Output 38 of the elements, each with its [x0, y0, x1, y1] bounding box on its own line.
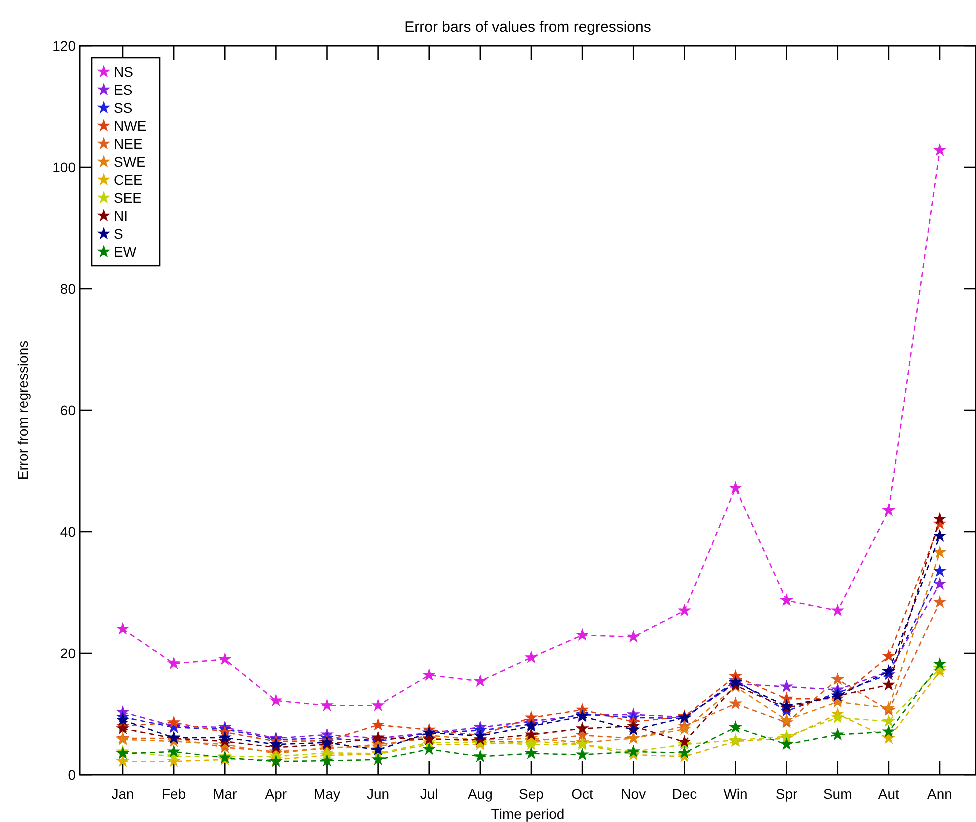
legend-label: NWE	[114, 118, 147, 134]
legend-label: SS	[114, 100, 133, 116]
legend-label: NI	[114, 208, 128, 224]
x-tick-label: Ann	[928, 786, 952, 802]
x-axis-title: Time period	[491, 806, 565, 822]
x-tick-label: Jun	[367, 786, 390, 802]
x-tick-label: Spr	[776, 786, 798, 802]
chart-title: Error bars of values from regressions	[404, 19, 652, 36]
x-tick-label: May	[314, 786, 340, 802]
x-tick-label: Sep	[519, 786, 544, 802]
x-tick-label: Feb	[162, 786, 186, 802]
y-tick-label: 120	[52, 38, 76, 54]
x-tick-label: Aug	[468, 786, 493, 802]
y-tick-label: 20	[60, 646, 76, 662]
x-tick-label: Jan	[112, 786, 134, 802]
y-tick-label: 100	[52, 160, 76, 176]
x-tick-label: Nov	[621, 786, 646, 802]
y-tick-label: 0	[68, 767, 76, 783]
x-tick-label: Dec	[672, 786, 698, 802]
x-tick-label: Aut	[878, 786, 900, 802]
legend-label: S	[114, 226, 124, 242]
legend-label: NEE	[114, 136, 143, 152]
legend-label: EW	[114, 244, 138, 260]
x-tick-label: Win	[724, 786, 748, 802]
y-tick-label: 40	[60, 524, 76, 540]
y-tick-label: 80	[60, 281, 76, 297]
legend-label: NS	[114, 64, 134, 80]
y-axis-title: Error from regressions	[15, 340, 31, 480]
x-tick-label: Oct	[572, 786, 594, 802]
x-tick-label: Mar	[213, 786, 238, 802]
legend-label: SEE	[114, 190, 142, 206]
x-tick-label: Sum	[823, 786, 852, 802]
legend-label: CEE	[114, 172, 143, 188]
legend-label: ES	[114, 82, 133, 98]
x-tick-label: Apr	[265, 786, 288, 802]
legend-label: SWE	[114, 154, 146, 170]
x-tick-label: Jul	[420, 786, 438, 802]
y-tick-label: 60	[60, 402, 76, 418]
